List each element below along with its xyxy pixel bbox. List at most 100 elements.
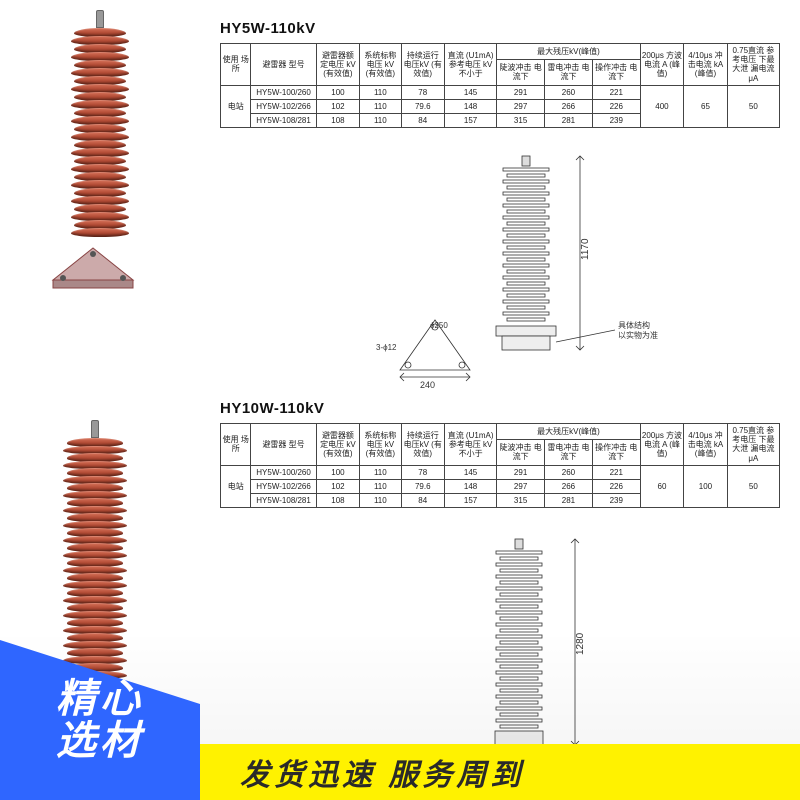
cell: 157 bbox=[445, 494, 497, 508]
hdr-leak: 0.75直流 参考电压 下最大泄 漏电流μA bbox=[727, 44, 779, 86]
cell: 50 bbox=[727, 465, 779, 508]
hdr-200us: 200μs 方波电流 A (峰值) bbox=[640, 44, 684, 86]
hdr-sys: 系统标称 电压 kV (有效值) bbox=[360, 44, 401, 86]
cell: 260 bbox=[545, 85, 593, 99]
cell: 281 bbox=[545, 114, 593, 128]
cell: 291 bbox=[497, 465, 545, 479]
hdr-cont: 持续运行 电压kV (有效值) bbox=[401, 424, 445, 466]
cell: 110 bbox=[360, 114, 401, 128]
cell: 78 bbox=[401, 85, 445, 99]
page: HY5W-110kV 使用 场所 避雷器 型号 避雷器额 定电压 kV (有效值… bbox=[0, 0, 800, 800]
cell: 266 bbox=[545, 99, 593, 113]
table-row: 电站 HY5W-100/260 100 110 78 145 291 260 2… bbox=[221, 85, 780, 99]
hdr-sys: 系统标称 电压 kV (有效值) bbox=[360, 424, 401, 466]
shed-stack bbox=[63, 438, 127, 693]
hdr-leak: 0.75直流 参考电压 下最大泄 漏电流μA bbox=[727, 424, 779, 466]
product2-table: 使用 场所 避雷器 型号 避雷器额 定电压 kV (有效值) 系统标称 电压 k… bbox=[220, 423, 780, 508]
dim-holes: 3-ϕ12 bbox=[376, 343, 397, 352]
cell: 315 bbox=[497, 114, 545, 128]
triangular-base bbox=[38, 240, 148, 290]
cell: 145 bbox=[445, 465, 497, 479]
cell: 281 bbox=[545, 494, 593, 508]
cell: 110 bbox=[360, 85, 401, 99]
cell: 148 bbox=[445, 99, 497, 113]
blue-line1: 精心 bbox=[56, 677, 144, 721]
table-row: 电站 HY5W-100/260 100 110 78 145 291 260 2… bbox=[221, 465, 780, 479]
cell: 60 bbox=[640, 465, 684, 508]
cell: 297 bbox=[497, 479, 545, 493]
cell: 110 bbox=[360, 465, 401, 479]
cell: 78 bbox=[401, 465, 445, 479]
hdr-resgrp: 最大残压kV(峰值) bbox=[497, 44, 641, 60]
cell: HY5W-102/266 bbox=[251, 99, 316, 113]
hdr-model: 避雷器 型号 bbox=[251, 424, 316, 466]
banner-blue-text: 精心 选材 bbox=[56, 678, 144, 762]
hdr-dc: 直流 (U1mA) 参考电压 kV不小于 bbox=[445, 44, 497, 86]
cell: 239 bbox=[592, 114, 640, 128]
product2-spec: HY10W-110kV 使用 场所 避雷器 型号 避雷器额 定电压 kV (有效… bbox=[220, 400, 780, 508]
hdr-res-steep: 陡波冲击 电流下 bbox=[497, 439, 545, 465]
dim-height: 1170 bbox=[580, 238, 591, 260]
hdr-rated: 避雷器额 定电压 kV (有效值) bbox=[316, 424, 360, 466]
cell: 84 bbox=[401, 114, 445, 128]
cell: 260 bbox=[545, 465, 593, 479]
hdr-410: 4/10μs 冲击电流 kA (峰值) bbox=[684, 424, 728, 466]
product1-table: 使用 场所 避雷器 型号 避雷器额 定电压 kV (有效值) 系统标称 电压 k… bbox=[220, 43, 780, 128]
hdr-site: 使用 场所 bbox=[221, 424, 251, 466]
cell: 221 bbox=[592, 465, 640, 479]
cell: 65 bbox=[684, 85, 728, 128]
cell: 79.6 bbox=[401, 99, 445, 113]
cell: 110 bbox=[360, 479, 401, 493]
product1-drawing: 1170 240 3-ϕ12 ϕ250 具体结构 以实物为准 bbox=[370, 150, 670, 390]
top-cap bbox=[96, 10, 104, 28]
cell-site: 电站 bbox=[221, 85, 251, 128]
cell: HY5W-100/260 bbox=[251, 465, 316, 479]
note2: 以实物为准 bbox=[618, 330, 658, 340]
cell: 266 bbox=[545, 479, 593, 493]
hdr-model: 避雷器 型号 bbox=[251, 44, 316, 86]
cell: 100 bbox=[316, 465, 360, 479]
cell: 145 bbox=[445, 85, 497, 99]
hdr-res-steep: 陡波冲击 电流下 bbox=[497, 59, 545, 85]
insulator-image bbox=[60, 10, 140, 290]
banner-yellow: 发货迅速 服务周到 bbox=[160, 744, 800, 800]
cell: 297 bbox=[497, 99, 545, 113]
banner-yellow-text: 发货迅速 服务周到 bbox=[240, 750, 524, 794]
cell: 110 bbox=[360, 99, 401, 113]
cell: 100 bbox=[316, 85, 360, 99]
hdr-res-op: 操作冲击 电流下 bbox=[592, 439, 640, 465]
hdr-410: 4/10μs 冲击电流 kA (峰值) bbox=[684, 44, 728, 86]
product2-title: HY10W-110kV bbox=[220, 400, 780, 417]
cell: 108 bbox=[316, 114, 360, 128]
hdr-res-op: 操作冲击 电流下 bbox=[592, 59, 640, 85]
hdr-site: 使用 场所 bbox=[221, 44, 251, 86]
cell: 79.6 bbox=[401, 479, 445, 493]
top-cap bbox=[91, 420, 99, 438]
cell: HY5W-100/260 bbox=[251, 85, 316, 99]
cell: 148 bbox=[445, 479, 497, 493]
cell: 102 bbox=[316, 99, 360, 113]
cell: 110 bbox=[360, 494, 401, 508]
hdr-rated: 避雷器额 定电压 kV (有效值) bbox=[316, 44, 360, 86]
hdr-res-light: 雷电冲击 电流下 bbox=[545, 439, 593, 465]
note1: 具体结构 bbox=[618, 320, 650, 330]
cell: 400 bbox=[640, 85, 684, 128]
blue-line2: 选材 bbox=[56, 719, 144, 763]
dim-height: 1280 bbox=[575, 632, 586, 655]
hdr-res-light: 雷电冲击 电流下 bbox=[545, 59, 593, 85]
cell: HY5W-102/266 bbox=[251, 479, 316, 493]
cell: 221 bbox=[592, 85, 640, 99]
insulator-image bbox=[55, 420, 135, 693]
cell: 291 bbox=[497, 85, 545, 99]
hdr-cont: 持续运行 电压kV (有效值) bbox=[401, 44, 445, 86]
hdr-200us: 200μs 方波电流 A (峰值) bbox=[640, 424, 684, 466]
cell: HY5W-108/281 bbox=[251, 114, 316, 128]
cell-site: 电站 bbox=[221, 465, 251, 508]
cell: HY5W-108/281 bbox=[251, 494, 316, 508]
cell: 157 bbox=[445, 114, 497, 128]
product2-photo bbox=[55, 420, 135, 693]
cell: 226 bbox=[592, 479, 640, 493]
dim-base-w: 240 bbox=[420, 380, 435, 390]
product1-photo bbox=[60, 10, 140, 290]
hdr-dc: 直流 (U1mA) 参考电压 kV不小于 bbox=[445, 424, 497, 466]
